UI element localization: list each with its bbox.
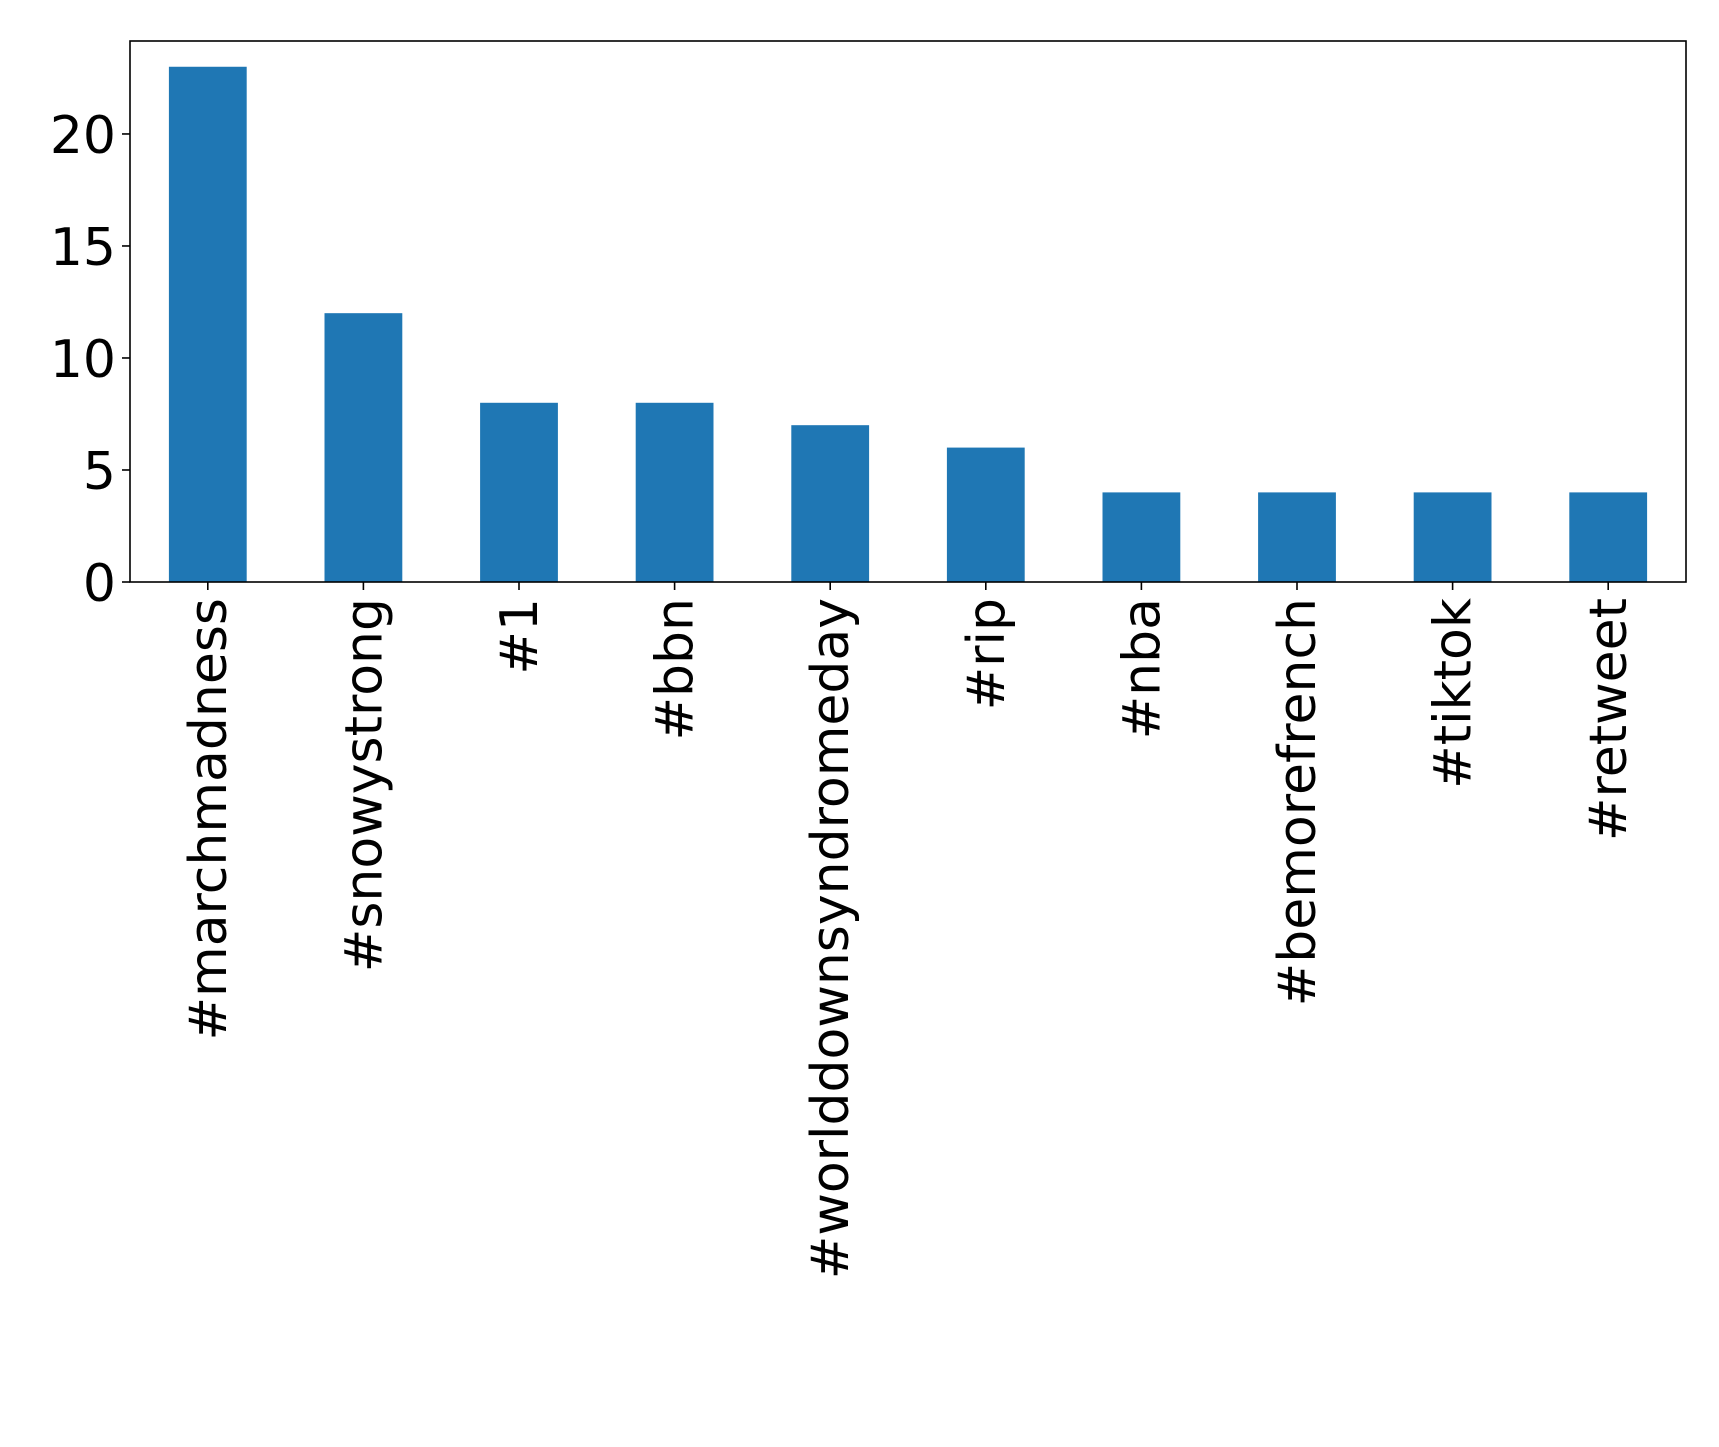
y-tick-label: 20 xyxy=(50,106,116,166)
bar-worlddownsyndromeday xyxy=(791,425,870,582)
bar-bemorefrench xyxy=(1258,492,1336,582)
y-tick-label: 5 xyxy=(83,442,116,502)
x-tick-label: #retweet xyxy=(1579,598,1639,841)
bar-1 xyxy=(480,402,558,582)
x-tick-label: #1 xyxy=(490,598,550,675)
y-tick-label: 15 xyxy=(50,218,116,278)
x-tick-label: #rip xyxy=(957,598,1017,710)
bar-bbn xyxy=(635,402,714,582)
x-tick-label: #nba xyxy=(1112,598,1172,739)
x-axis-ticks: #marchmadness #snowystrong #1 #bbn #worlddow… xyxy=(179,582,1639,1279)
x-tick-label: #marchmadness xyxy=(179,598,239,1041)
y-axis-ticks: 0 5 10 15 20 xyxy=(50,106,130,614)
bar-retweet xyxy=(1569,492,1648,582)
bars-layer xyxy=(168,66,1648,582)
x-tick-label: #bemorefrench xyxy=(1268,598,1328,1006)
bar-nba xyxy=(1102,492,1181,582)
x-tick-label: #worlddownsyndromeday xyxy=(801,598,861,1279)
bar-snowystrong xyxy=(324,313,403,582)
x-tick-label: #snowystrong xyxy=(334,598,394,972)
bar-marchmadness xyxy=(168,66,247,582)
bar-tiktok xyxy=(1413,492,1492,582)
plot-area-frame xyxy=(129,40,1687,583)
y-tick-label: 10 xyxy=(50,330,116,390)
x-tick-label: #bbn xyxy=(646,598,706,741)
y-tick-label: 0 xyxy=(83,554,116,614)
bar-rip xyxy=(946,447,1025,582)
x-tick-label: #tiktok xyxy=(1424,598,1484,789)
